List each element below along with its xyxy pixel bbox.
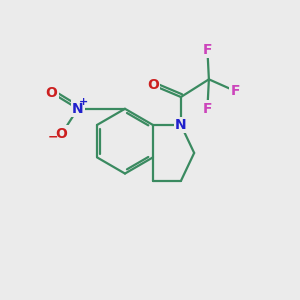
Text: N: N [175,118,187,132]
Text: +: + [79,97,88,107]
Text: N: N [72,102,84,116]
Text: O: O [147,78,159,92]
Text: F: F [231,84,240,98]
Text: −: − [48,130,58,143]
Text: O: O [56,127,68,141]
Text: O: O [45,85,57,100]
Text: F: F [203,102,212,116]
Text: F: F [203,43,212,57]
